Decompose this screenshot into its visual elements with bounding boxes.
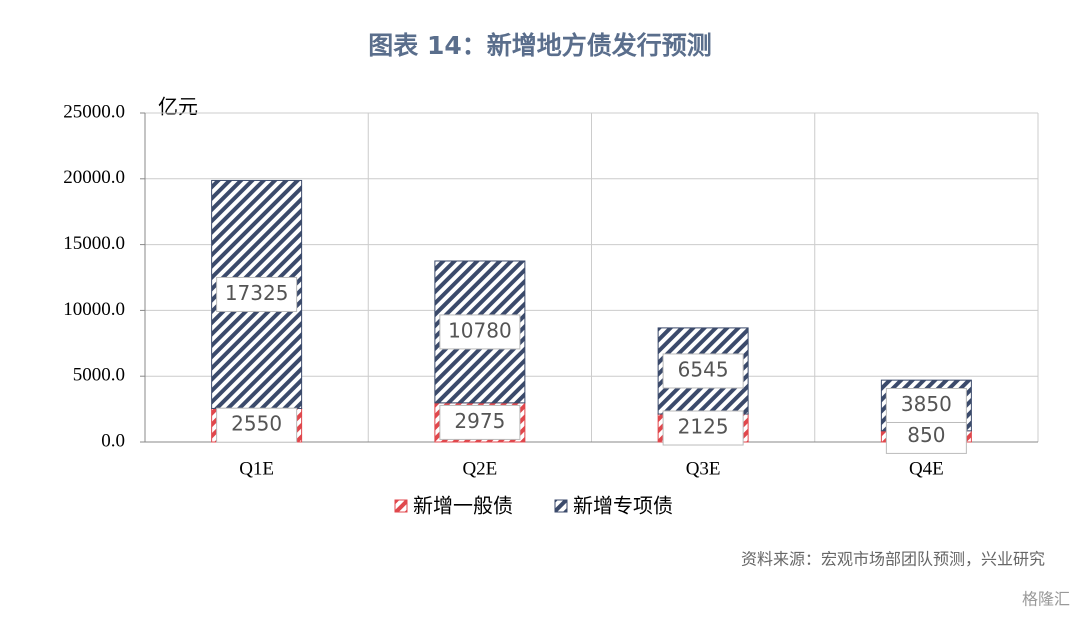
data-label-box [216,276,298,312]
legend-swatch [554,499,568,513]
x-tick-label: Q4E [909,458,944,479]
data-label-box [662,410,744,446]
source: 资料来源：宏观市场部团队预测，兴业研究 [741,550,1045,569]
chart-title: 图表 14：新增地方债发行预测 [368,31,712,60]
data-label-box [662,353,744,389]
data-label: 17325 [225,281,289,305]
data-label: 2550 [231,412,282,436]
legend-label: 新增一般债 [413,494,513,518]
data-label: 2975 [454,409,505,433]
data-label: 6545 [678,357,729,381]
y-unit: 亿元 [158,95,198,119]
data-label-box [216,407,298,443]
y-tick-label: 20000.0 [63,167,125,188]
data-label-box [885,387,967,423]
y-tick-label: 10000.0 [63,299,125,320]
data-label-box [885,418,967,454]
x-tick-label: Q2E [462,458,497,479]
x-tick-label: Q3E [686,458,721,479]
data-label: 10780 [448,318,512,342]
x-tick-label: Q1E [239,458,274,479]
legend-label: 新增专项债 [573,494,673,518]
data-label: 2125 [678,415,729,439]
data-label-box [439,404,521,440]
y-tick-label: 15000.0 [63,233,125,254]
data-label-box [439,314,521,350]
data-label: 850 [907,423,945,447]
y-tick-label: 25000.0 [63,101,125,122]
watermark: 格隆汇 [1022,590,1070,609]
y-tick-label: 5000.0 [73,365,125,386]
y-tick-label: 0.0 [101,430,125,451]
data-label: 3850 [901,392,952,416]
legend-swatch [394,499,408,513]
